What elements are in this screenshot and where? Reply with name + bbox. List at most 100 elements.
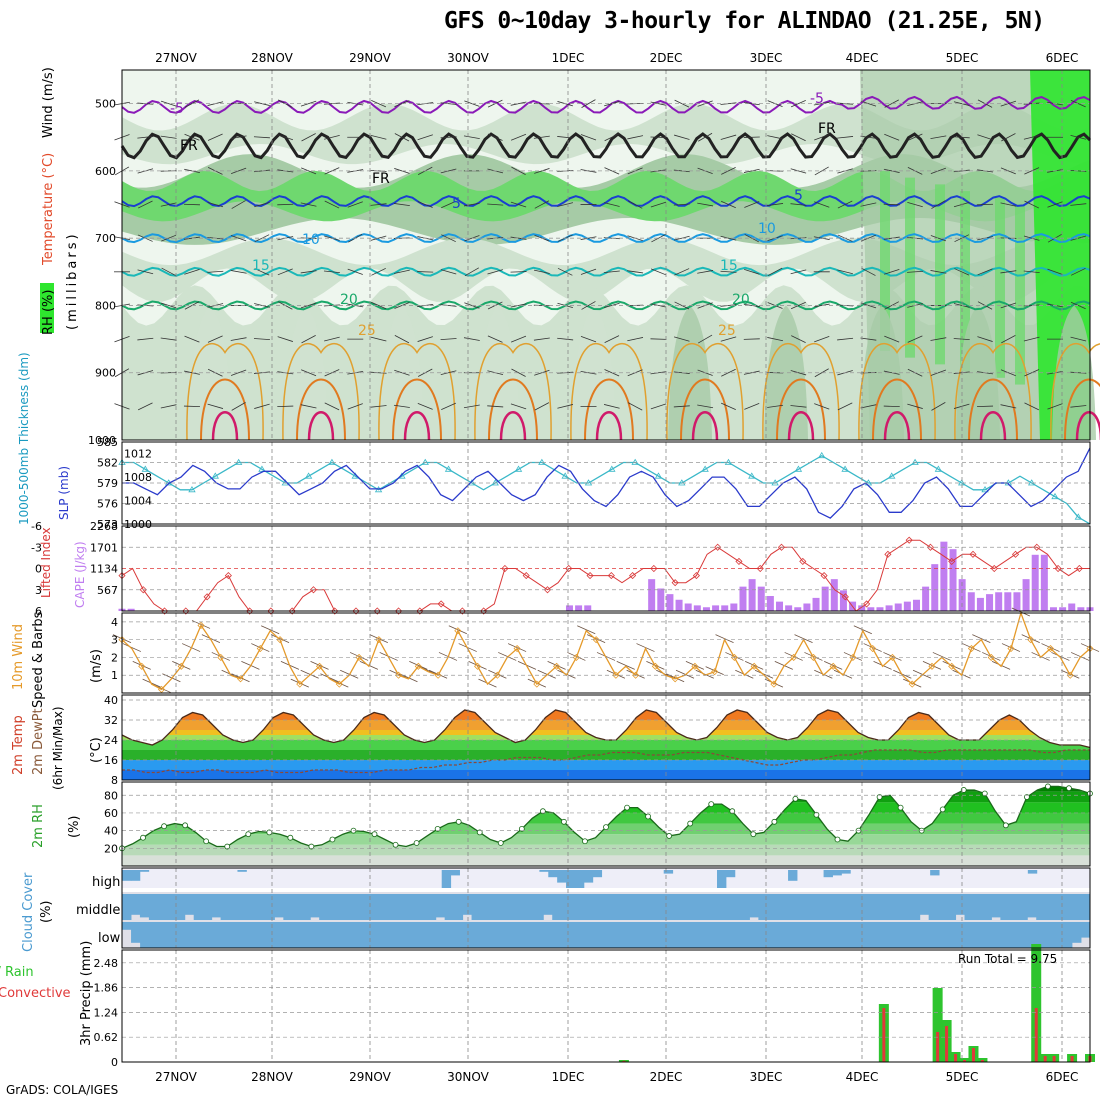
cloud-middle-cell	[991, 894, 1001, 918]
wind-barb	[837, 269, 853, 275]
cloud-high-cell	[841, 870, 851, 874]
credit-label: GrADS: COLA/IGES	[6, 1083, 119, 1097]
rh2m-band	[122, 855, 1090, 866]
wind-barb	[860, 234, 876, 242]
cape-bar	[885, 605, 893, 611]
cape-bar	[785, 605, 793, 611]
date-label-top: 2DEC	[650, 51, 683, 65]
wind-speed-line-point	[908, 680, 916, 688]
cape-bar	[931, 564, 939, 611]
precip-tick: 2.48	[94, 957, 119, 970]
wind-barb	[767, 135, 784, 140]
cloud-middle-cell	[830, 894, 840, 920]
wind-barb	[721, 368, 736, 377]
cloud-low-cell	[438, 922, 449, 948]
cloud-low-cell	[221, 922, 232, 948]
cloud-low-cell	[682, 922, 693, 948]
isotherm-25-loop	[570, 342, 648, 441]
precip-conv-bar	[1070, 1056, 1074, 1062]
lifted-tick: -3	[31, 541, 42, 554]
wind-barb	[207, 403, 224, 409]
wind-barb	[323, 270, 340, 274]
wind-barb	[254, 101, 270, 106]
wind-barb-10m	[507, 643, 527, 652]
wind-barb	[674, 99, 690, 108]
upper-ylabel-rh: RH (%)	[41, 290, 56, 335]
thickness-line-point	[188, 486, 196, 493]
wind-barb	[184, 370, 200, 375]
cape-bar	[748, 579, 756, 611]
wind-barb	[207, 201, 224, 208]
wind-barb	[347, 201, 363, 208]
isotherm-30-loop	[968, 378, 1018, 441]
cloud-low-cell	[782, 922, 792, 948]
rh2m-band	[122, 834, 1090, 845]
wind-barb	[1000, 369, 1016, 377]
wind-barb	[230, 270, 247, 274]
wind-barb-10m	[1070, 652, 1090, 661]
precip-conv-bar	[971, 1048, 975, 1062]
cape-bar	[1059, 607, 1067, 611]
wind-barb	[977, 405, 994, 408]
wind-barb	[510, 201, 527, 208]
pressure-tick-label: 600	[95, 165, 116, 178]
cloud-low-cell	[999, 922, 1010, 948]
lifted-point	[437, 600, 445, 608]
cloud-middle-cell	[193, 894, 204, 920]
rh2m-line-point	[182, 822, 189, 829]
cloud-middle-cell	[973, 894, 983, 920]
wind-barb	[743, 136, 760, 138]
temp-ylabel3: (6hr Min/Max)	[51, 707, 65, 791]
cloud-low-cell	[574, 922, 584, 948]
thickness-line-point	[794, 465, 803, 472]
cloud-middle-cell	[390, 894, 401, 920]
wind-barb	[230, 135, 247, 140]
cloud-middle-cell	[883, 894, 894, 920]
wind-barb	[930, 135, 947, 140]
cloud-low-cell	[909, 922, 919, 948]
wind-barb	[673, 203, 690, 206]
precip-conv-bar	[1052, 1056, 1056, 1062]
date-label-bottom: 27NOV	[155, 1070, 197, 1084]
date-label-top: 1DEC	[552, 51, 585, 65]
date-label-bottom: 5DEC	[946, 1070, 979, 1084]
wind-barb	[743, 338, 760, 340]
lifted-point	[246, 607, 254, 615]
rh2m-line-point	[1002, 822, 1009, 829]
wind-speed-line-point	[217, 653, 225, 662]
wind-barb	[767, 404, 784, 408]
wind-barb	[440, 102, 457, 105]
wind-barb	[557, 267, 573, 276]
cloud-middle-cell	[247, 894, 257, 920]
temp-ylabel2: 2m DewPt	[31, 708, 46, 775]
thickness-line-point	[981, 486, 989, 493]
rh2m-line-point	[687, 820, 694, 827]
isotherm-5	[121, 195, 1091, 208]
cloud-middle-cell	[695, 894, 706, 920]
thickness-line-point	[678, 479, 686, 486]
wind-barb	[650, 101, 667, 106]
cloud-high-cell	[930, 870, 940, 876]
rh2m-line-point	[708, 801, 715, 808]
cloud-low-cell	[881, 922, 892, 948]
thickness-line-point	[234, 458, 243, 465]
rh2m-line-point	[876, 794, 883, 800]
wind-barb	[347, 268, 363, 275]
cloud-low-cell	[773, 922, 783, 948]
isotherm-freezing	[120, 132, 1092, 160]
wind-speed-line-point	[236, 675, 245, 683]
wind-speed-line-point	[1066, 671, 1074, 679]
precip-total-bar	[932, 988, 943, 1062]
wind-barb	[137, 136, 154, 139]
wind-speed-line-point	[849, 653, 857, 662]
wind-barb	[440, 338, 457, 341]
wind-barb	[557, 404, 574, 409]
cloud-units: (%)	[39, 901, 54, 924]
wind-barb	[441, 234, 456, 243]
cape-bar	[1031, 554, 1039, 611]
isotherm-30-loop	[296, 378, 346, 441]
temp-band	[122, 770, 1090, 780]
wind-barb	[230, 369, 247, 376]
wind-barb	[814, 335, 830, 343]
wind-barb	[743, 102, 760, 106]
